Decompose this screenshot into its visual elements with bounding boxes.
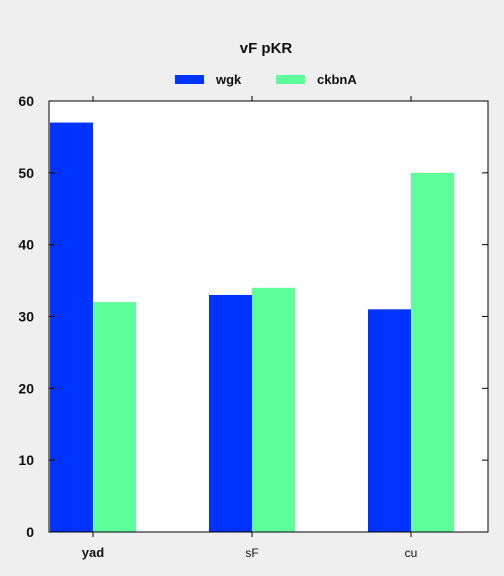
x-tick-label-sF: sF bbox=[245, 546, 258, 560]
y-tick-label-30: 30 bbox=[18, 309, 34, 325]
bar-wgk-yad bbox=[50, 122, 93, 533]
legend-swatch-ckbnA bbox=[276, 75, 305, 84]
x-tick-labels: yad sF cu bbox=[82, 545, 418, 560]
bar-ckbnA-sF bbox=[252, 287, 295, 532]
chart-title: vF pKR bbox=[240, 40, 293, 57]
y-tick-label-60: 60 bbox=[18, 93, 34, 109]
y-tick-label-0: 0 bbox=[26, 524, 34, 540]
bar-wgk-sF bbox=[209, 294, 252, 532]
bar-ckbnA-cu bbox=[411, 172, 454, 533]
legend: wgk ckbnA bbox=[175, 72, 357, 87]
x-tick-label-cu: cu bbox=[405, 546, 418, 560]
legend-label-wgk: wgk bbox=[215, 72, 242, 87]
y-tick-label-10: 10 bbox=[18, 452, 34, 468]
bars-group bbox=[50, 122, 454, 533]
bar-ckbnA-yad bbox=[93, 302, 136, 532]
y-tick-label-40: 40 bbox=[18, 237, 34, 253]
legend-swatch-wgk bbox=[175, 75, 204, 84]
bar-wgk-cu bbox=[368, 309, 411, 532]
y-tick-label-50: 50 bbox=[18, 165, 34, 181]
legend-label-ckbnA: ckbnA bbox=[317, 72, 357, 87]
x-tick-label-yad: yad bbox=[82, 545, 104, 560]
y-tick-labels: 0 10 20 30 40 50 60 bbox=[18, 93, 34, 540]
y-tick-label-20: 20 bbox=[18, 380, 34, 396]
plot-frame bbox=[48, 100, 489, 533]
